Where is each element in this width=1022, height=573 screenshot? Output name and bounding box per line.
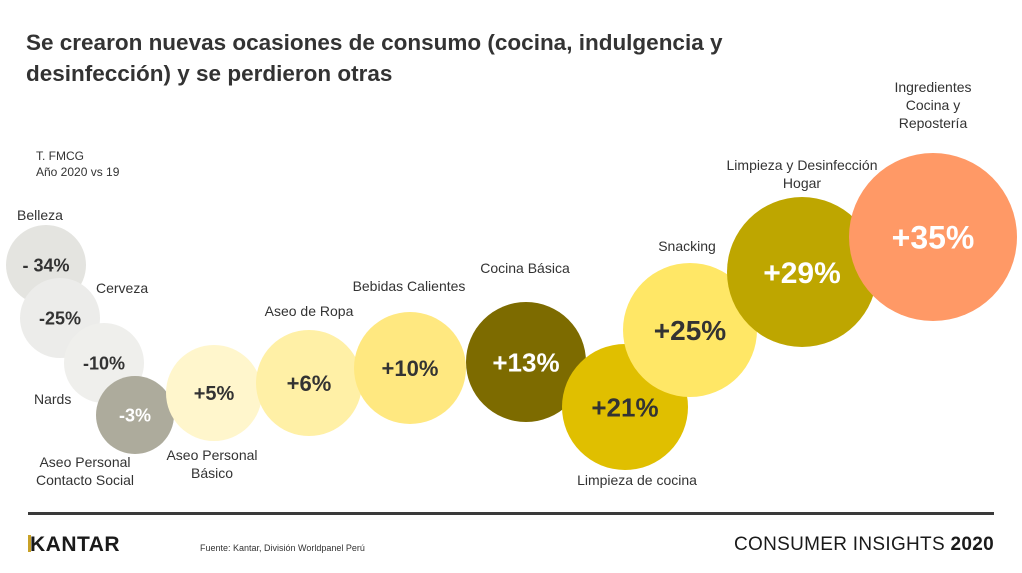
bubbles (6, 153, 1017, 470)
bubble-4 (96, 376, 174, 454)
bubble-6 (256, 330, 362, 436)
bubble-value-label: -3% (119, 405, 151, 425)
bubble-11 (727, 197, 877, 347)
bubble-value-label: - 34% (22, 255, 69, 275)
logo-text: KANTAR (30, 533, 121, 556)
brand-text: CONSUMER INSIGHTS (733, 534, 945, 555)
bubble-value-label: +29% (763, 257, 841, 290)
bubble-value-label: +21% (591, 392, 658, 422)
bubble-7 (354, 312, 466, 424)
bubble-5 (166, 345, 262, 441)
bubble-12 (849, 153, 1017, 321)
bubble-category-label: Belleza (17, 207, 63, 223)
consumer-insights-brand: CONSUMER INSIGHTS 2020 (734, 534, 994, 556)
bubble-value-label: +5% (194, 383, 235, 405)
bubble-category-label: Aseo Personal Contacto Social (36, 454, 134, 488)
bubble-category-label: Limpieza y Desinfección Hogar (727, 157, 878, 191)
bubble-category-label: Snacking (658, 238, 716, 254)
bubble-value-label: -10% (83, 353, 125, 373)
bubble-category-label: Cocina Básica (480, 260, 570, 276)
bubble-value-label: +6% (287, 371, 332, 396)
bubble-value-label: +25% (654, 315, 726, 346)
bubble-value-label: -25% (39, 308, 81, 328)
bubble-category-label: Ingredientes Cocina y Repostería (894, 79, 971, 131)
logo-accent-bar (28, 535, 31, 552)
page-title: Se crearon nuevas ocasiones de consumo (… (26, 27, 926, 89)
bubble-value-label: +10% (382, 356, 439, 381)
subtitle-line-2: Año 2020 vs 19 (36, 165, 120, 179)
title-line-1: Se crearon nuevas ocasiones de consumo (… (26, 30, 723, 55)
bubble-value-label: +13% (492, 347, 559, 377)
source-note: Fuente: Kantar, División Worldpanel Perú (200, 543, 365, 553)
chart-subtitle: T. FMCG Año 2020 vs 19 (36, 148, 119, 180)
brand-year: 2020 (950, 534, 994, 555)
bubble-category-label: Nards (34, 391, 71, 407)
kantar-logo: KANTAR (28, 533, 120, 557)
bubble-category-label: Aseo Personal Básico (166, 447, 257, 481)
footer-divider (28, 512, 994, 515)
bubble-category-label: Bebidas Calientes (353, 278, 466, 294)
bubble-category-label: Aseo de Ropa (265, 303, 354, 319)
bubble-8 (466, 302, 586, 422)
subtitle-line-1: T. FMCG (36, 149, 84, 163)
bubble-category-label: Limpieza de cocina (577, 472, 697, 488)
bubble-10 (623, 263, 757, 397)
title-line-2: desinfección) y se perdieron otras (26, 61, 393, 86)
bubble-value-label: +35% (892, 220, 975, 256)
bubble-category-label: Cerveza (96, 280, 148, 296)
